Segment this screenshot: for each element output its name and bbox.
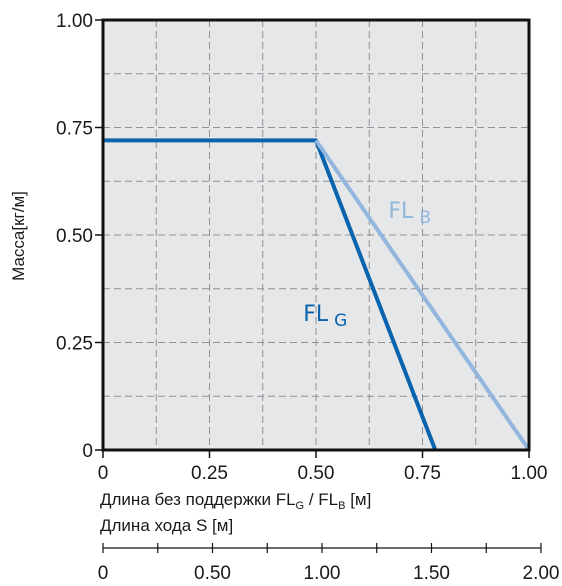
series-lines [103, 138, 531, 452]
x-axis-title-sub-b: B [338, 500, 345, 512]
x-axis-title-sep: / FL [304, 490, 338, 509]
y-tick-label: 0.50 [56, 226, 93, 247]
x-axis-title-sub-g: G [296, 500, 305, 512]
series-label-fl-g: FL G [303, 302, 347, 331]
stroke-axis-tick-label: 2.00 [523, 563, 560, 584]
series-label-fl-b: FL B [388, 199, 431, 228]
stroke-axis-tick-label: 0 [98, 563, 109, 584]
y-tick-label: 0.75 [56, 119, 93, 140]
stroke-axis-tick-label: 1.50 [413, 563, 450, 584]
x-axis-title-main: Длина без поддержки FL [100, 490, 296, 509]
y-tick-label: 0.25 [56, 334, 93, 355]
stroke-axis-ticks: 0 0.50 1.00 1.50 2.00 [98, 543, 560, 584]
stroke-axis-tick-label: 1.00 [304, 563, 341, 584]
y-axis-title: Масса[кг/м] [9, 191, 28, 281]
grid [103, 20, 529, 450]
stroke-axis-tick-label: 0.50 [194, 563, 231, 584]
stroke-axis-title: Длина хода S [м] [100, 516, 233, 535]
series-line-fl-b [314, 139, 531, 452]
y-tick-label: 0 [82, 441, 93, 462]
series-labels: FL G FL B [303, 199, 431, 331]
x-tick-label: 0 [98, 463, 109, 484]
x-axis-title: Длина без поддержки FLG / FLB [м] [100, 490, 371, 512]
y-ticks: 0 0.25 0.50 0.75 1.00 [56, 11, 103, 462]
y-tick-label: 1.00 [56, 11, 93, 32]
x-ticks: 0 0.25 0.50 0.75 1.00 [98, 450, 548, 484]
x-tick-label: 0.75 [404, 463, 441, 484]
x-tick-label: 0.50 [298, 463, 335, 484]
x-tick-label: 0.25 [191, 463, 228, 484]
x-axis-title-unit: [м] [345, 490, 371, 509]
x-tick-label: 1.00 [511, 463, 548, 484]
